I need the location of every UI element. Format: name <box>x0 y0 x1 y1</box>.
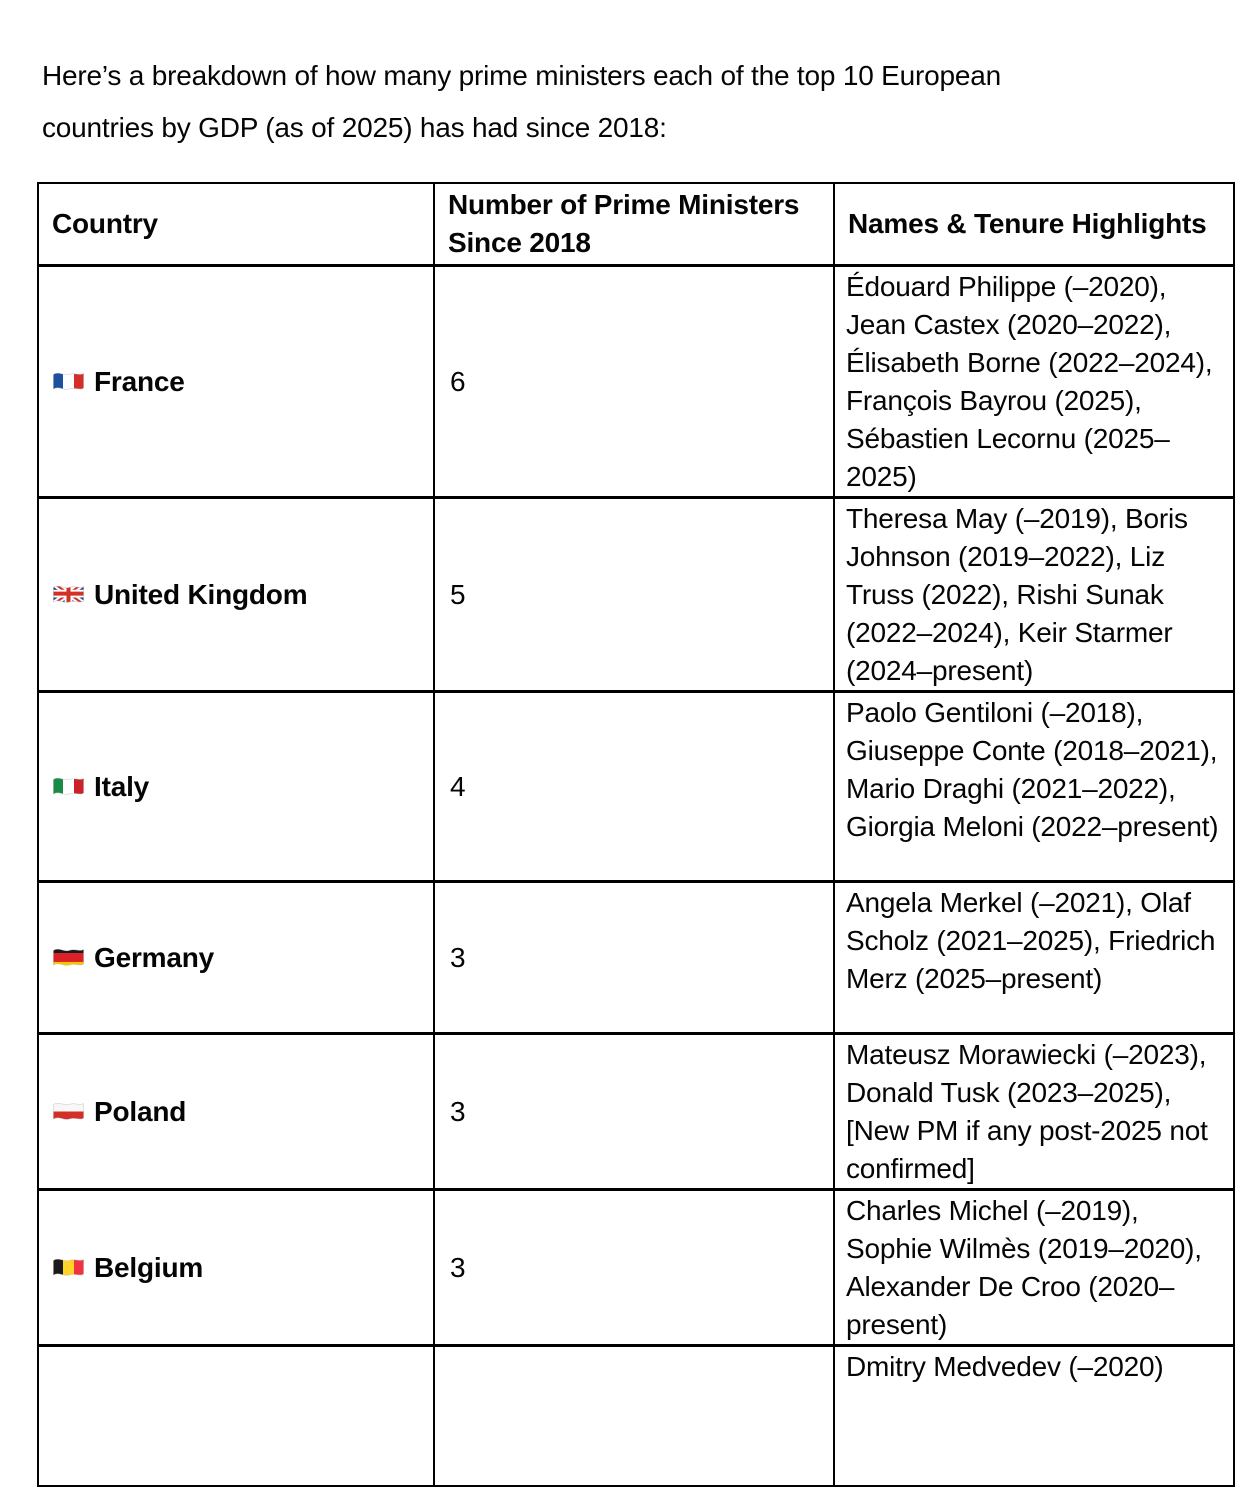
pm-count-cell: 5 <box>433 496 835 693</box>
header-pm-count: Number of Prime Ministers Since 2018 <box>433 182 835 267</box>
flag-be-icon <box>52 1256 85 1279</box>
table-row: Belgium 3 Charles Michel (–2019), Sophie W… <box>37 1188 1235 1347</box>
country-name: France <box>94 365 185 397</box>
country-cell: Germany <box>37 880 435 1035</box>
country-name: Italy <box>94 770 150 802</box>
country-name: United Kingdom <box>94 578 308 610</box>
names-cell: Mateusz Morawiecki (–2023), Donald Tusk … <box>833 1032 1235 1191</box>
header-names: Names & Tenure Highlights <box>833 182 1235 267</box>
names-cell: Charles Michel (–2019), Sophie Wilmès (2… <box>833 1188 1235 1347</box>
flag-it-icon <box>52 775 85 798</box>
country-cell: Italy <box>37 690 435 883</box>
country-name: Belgium <box>94 1251 204 1283</box>
pm-count-cell: 3 <box>433 1188 835 1347</box>
country-cell: Poland <box>37 1032 435 1191</box>
header-row: Country Number of Prime Ministers Since … <box>37 182 1235 267</box>
pm-count-cell: 3 <box>433 880 835 1035</box>
table-row: Germany 3 Angela Merkel (–2021), Olaf Scho… <box>37 880 1235 1035</box>
country-name: Germany <box>94 941 214 973</box>
names-cell: Theresa May (–2019), Boris Johnson (2019… <box>833 496 1235 693</box>
names-cell: Dmitry Medvedev (–2020) <box>833 1344 1235 1487</box>
pm-count-cell: 6 <box>433 264 835 499</box>
table-body: France 6 Édouard Philippe (–2020), Jean Ca… <box>37 264 1235 1487</box>
table-row: France 6 Édouard Philippe (–2020), Jean Ca… <box>37 264 1235 499</box>
table-header: Country Number of Prime Ministers Since … <box>37 182 1235 267</box>
header-country: Country <box>37 182 435 267</box>
country-cell: Belgium <box>37 1188 435 1347</box>
pm-count-cell <box>433 1344 835 1487</box>
country-name: Poland <box>94 1095 187 1127</box>
table-row: United Kingdom 5 Theresa May (–2019), Bori… <box>37 496 1235 693</box>
country-cell: France <box>37 264 435 499</box>
table-row: Italy 4 Paolo Gentiloni (–2018), Giuseppe … <box>37 690 1235 883</box>
names-cell: Paolo Gentiloni (–2018), Giuseppe Conte … <box>833 690 1235 883</box>
table-row: Poland 3 Mateusz Morawiecki (–2023), Donal… <box>37 1032 1235 1191</box>
pm-count-cell: 3 <box>433 1032 835 1191</box>
country-cell <box>37 1344 435 1487</box>
pm-count-cell: 4 <box>433 690 835 883</box>
flag-pl-icon <box>52 1100 85 1123</box>
flag-gb-icon <box>52 583 85 606</box>
flag-fr-icon <box>52 370 85 393</box>
country-cell: United Kingdom <box>37 496 435 693</box>
flag-de-icon <box>52 946 85 969</box>
table-row: Dmitry Medvedev (–2020) <box>37 1344 1235 1487</box>
pm-table: Country Number of Prime Ministers Since … <box>37 182 1235 1487</box>
intro-text: Here’s a breakdown of how many prime min… <box>42 60 1001 143</box>
names-cell: Angela Merkel (–2021), Olaf Scholz (2021… <box>833 880 1235 1035</box>
names-cell: Édouard Philippe (–2020), Jean Castex (2… <box>833 264 1235 499</box>
